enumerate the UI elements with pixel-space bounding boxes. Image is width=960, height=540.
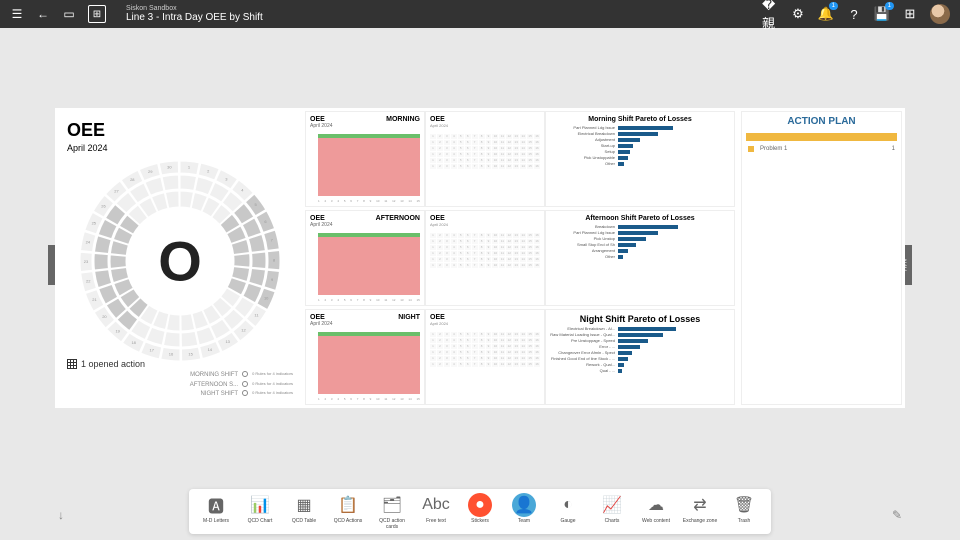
legend-row: AFTERNOON S...0 Rules for 4 indicators — [67, 381, 293, 391]
mini-chart[interactable]: OEEMORNING April 2024 123456789101112131… — [305, 111, 425, 207]
shift-legend: 1 opened action MORNING SHIFT0 Rules for… — [67, 353, 293, 400]
oee-wheel[interactable]: 1234567891011121314151617181920212223242… — [80, 161, 280, 361]
save-icon[interactable]: 💾1 — [874, 6, 890, 22]
oee-title: OEE — [67, 120, 293, 141]
edit-icon[interactable]: ✎ — [892, 508, 902, 522]
svg-text:26: 26 — [101, 203, 106, 208]
bottom-toolbar: 🅰 M-D Letters 📊 QCD Chart ▦ QCD Table 📋 … — [189, 489, 771, 534]
tool-qcd-table[interactable]: ▦ QCD Table — [285, 493, 323, 530]
action-plan-title: ACTION PLAN — [742, 112, 901, 131]
svg-text:27: 27 — [114, 189, 119, 194]
help-icon[interactable]: ? — [846, 6, 862, 22]
svg-text:28: 28 — [130, 177, 135, 182]
svg-text:29: 29 — [148, 169, 153, 174]
tool-qcd-chart[interactable]: 📊 QCD Chart — [241, 493, 279, 530]
oee-date: April 2024 — [67, 143, 293, 153]
pareto-chart[interactable]: Morning Shift Pareto of Losses Part Plan… — [545, 111, 735, 207]
tool-gauge[interactable]: ◐ Gauge — [549, 493, 587, 530]
avatar[interactable] — [930, 4, 950, 24]
shift-charts-column: OEEMORNING April 2024 123456789101112131… — [305, 108, 425, 408]
tool-trash[interactable]: 🗑 Trash — [725, 493, 763, 530]
svg-text:23: 23 — [84, 259, 89, 264]
action-plan-row[interactable]: Problem 1 1 — [742, 143, 901, 155]
action-plan-bar — [746, 133, 897, 141]
oee-panel: OEE April 2024 1234567891011121314151617… — [55, 108, 305, 408]
tool-charts[interactable]: 📈 Charts — [593, 493, 631, 530]
svg-text:22: 22 — [86, 278, 91, 283]
board-canvas: OEE April 2024 1234567891011121314151617… — [55, 108, 905, 408]
tool-web-content[interactable]: ☁ Web content — [637, 493, 675, 530]
tool-team[interactable]: 👤 Team — [505, 493, 543, 530]
pareto-chart[interactable]: Afternoon Shift Pareto of Losses Breakdo… — [545, 210, 735, 306]
mini-calendar[interactable]: OEE April 2024 1234567891011121314151612… — [425, 309, 545, 405]
status-square-icon — [748, 146, 754, 152]
header-title: Line 3 - Intra Day OEE by Shift — [126, 12, 263, 23]
svg-text:25: 25 — [92, 221, 97, 226]
mini-chart[interactable]: OEEAFTERNOON April 2024 1234567891011121… — [305, 210, 425, 306]
pareto-column: Morning Shift Pareto of Losses Part Plan… — [545, 108, 735, 408]
tool-free-text[interactable]: Abc Free text — [417, 493, 455, 530]
grid-icon — [67, 359, 77, 369]
svg-text:21: 21 — [92, 297, 97, 302]
pareto-chart[interactable]: Night Shift Pareto of Losses Electrical … — [545, 309, 735, 405]
wheel-center-letter: O — [158, 229, 202, 294]
top-bar: ☰ ← ▭ ⊞ Siskon Sandbox Line 3 - Intra Da… — [0, 0, 960, 28]
back-icon[interactable]: ← — [36, 7, 50, 21]
tool-qcd-action-cards[interactable]: 🗂 QCD action cards — [373, 493, 411, 530]
tool-m-d-letters[interactable]: 🅰 M-D Letters — [197, 493, 235, 530]
header-subtitle: Siskon Sandbox — [126, 5, 263, 13]
svg-text:14: 14 — [208, 347, 213, 352]
mini-calendar[interactable]: OEE April 2024 1234567891011121314151612… — [425, 111, 545, 207]
gear-icon[interactable]: ⚙ — [790, 6, 806, 22]
bell-icon[interactable]: 🔔1 — [818, 6, 834, 22]
tool-exchange-zone[interactable]: ⇄ Exchange zone — [681, 493, 719, 530]
svg-text:19: 19 — [115, 328, 120, 333]
svg-text:18: 18 — [131, 340, 136, 345]
legend-row: MORNING SHIFT0 Rules for 4 indicators — [67, 371, 293, 381]
svg-text:12: 12 — [241, 327, 246, 332]
menu-icon[interactable]: ☰ — [10, 7, 24, 21]
svg-text:20: 20 — [102, 314, 107, 319]
legend-row: NIGHT SHIFT0 Rules for 4 indicators — [67, 390, 293, 400]
board-icon[interactable]: ▭ — [62, 7, 76, 21]
svg-text:24: 24 — [86, 239, 91, 244]
svg-text:13: 13 — [225, 339, 230, 344]
calendar-column: OEE April 2024 1234567891011121314151612… — [425, 108, 545, 408]
svg-text:10: 10 — [264, 296, 269, 301]
mini-chart[interactable]: OEENIGHT April 2024 12345678910111213141… — [305, 309, 425, 405]
svg-text:30: 30 — [167, 165, 172, 170]
opened-action-text: 1 opened action — [81, 357, 145, 371]
share-icon[interactable]: �親 — [762, 6, 778, 22]
scroll-down-icon[interactable]: ↓ — [58, 508, 64, 522]
app-icon: ⊞ — [88, 5, 106, 23]
tool-qcd-actions[interactable]: 📋 QCD Actions — [329, 493, 367, 530]
apps-icon[interactable]: ⊞ — [902, 6, 918, 22]
action-plan-panel: ACTION PLAN Problem 1 1 — [735, 108, 905, 408]
mini-calendar[interactable]: OEE April 2024 1234567891011121314151612… — [425, 210, 545, 306]
tool-stickers[interactable]: ● Stickers — [461, 493, 499, 530]
